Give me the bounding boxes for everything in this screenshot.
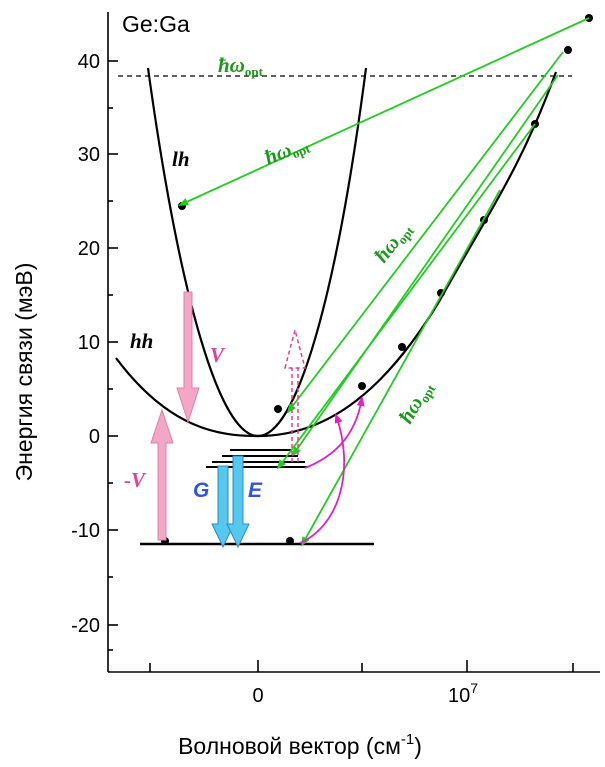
blue-g-arrow (211, 465, 235, 549)
magenta-curved-arrow (304, 396, 365, 469)
g-label: G (193, 479, 209, 502)
y-tick-label: 20 (78, 238, 100, 260)
v-label: V (210, 343, 226, 367)
hw-subscript: opt (290, 140, 313, 161)
y-tick-label: 10 (78, 332, 100, 354)
optical-arrow (178, 17, 590, 206)
data-point (564, 46, 572, 54)
optical-arrows (178, 17, 590, 547)
magenta-curved-arrow (299, 413, 346, 544)
hw-opt-label: ħωopt (394, 376, 439, 428)
y-tick-label: 0 (89, 426, 100, 448)
y-tick-label: 40 (78, 51, 100, 73)
data-point (358, 382, 366, 390)
diagram-title: Ge:Ga (122, 11, 190, 37)
x-tick-base: 10 (448, 685, 470, 707)
optical-arrow (286, 51, 564, 414)
optical-arrow (291, 74, 559, 457)
data-point (286, 537, 294, 545)
x-axis-label: Волновой вектор (см-1) (178, 731, 422, 759)
x-axis-label-main: Волновой вектор (см (178, 733, 401, 759)
blue-e-arrow (226, 455, 250, 549)
x-axis-label-sup: -1 (401, 731, 414, 748)
pink-v-arrow-down (176, 291, 200, 424)
hw-symbol: ħω (218, 53, 245, 77)
lh-label: lh (172, 147, 190, 171)
y-tick-labels: 40 30 20 10 0 -10 -20 (71, 51, 100, 637)
data-points (161, 14, 593, 545)
optical-arrow (301, 189, 501, 547)
hh-label: hh (130, 329, 153, 353)
e-label: E (248, 479, 263, 502)
y-tick-label: 30 (78, 144, 100, 166)
x-axis-label-close: ) (414, 733, 422, 759)
pink-v-arrow-up (150, 408, 174, 541)
y-axis-label: Энергия связи (мэВ) (11, 263, 37, 482)
hh-band-curve (115, 71, 558, 438)
axes (107, 12, 600, 673)
minus-v-label: -V (124, 468, 147, 492)
magenta-arrows (299, 396, 365, 544)
y-tick-label: -10 (71, 520, 100, 542)
lh-band-curve (146, 67, 368, 438)
optical-arrow (276, 123, 536, 470)
x-tick-label-zero: 0 (252, 685, 263, 707)
pink-dashed-arrow (284, 327, 306, 462)
hw-subscript: opt (245, 64, 264, 79)
hw-opt-label: ħωopt (369, 216, 418, 268)
data-point (274, 405, 282, 413)
hw-labels: ħωopt ħωopt ħωopt ħωopt (218, 53, 439, 428)
hw-opt-label: ħωopt (218, 53, 264, 79)
hw-opt-label: ħωopt (261, 130, 313, 171)
data-point (398, 343, 406, 351)
x-tick-label-1e7: 107 (448, 680, 478, 707)
y-tick-label: -20 (71, 615, 100, 637)
x-tick-exp: 7 (470, 680, 478, 696)
